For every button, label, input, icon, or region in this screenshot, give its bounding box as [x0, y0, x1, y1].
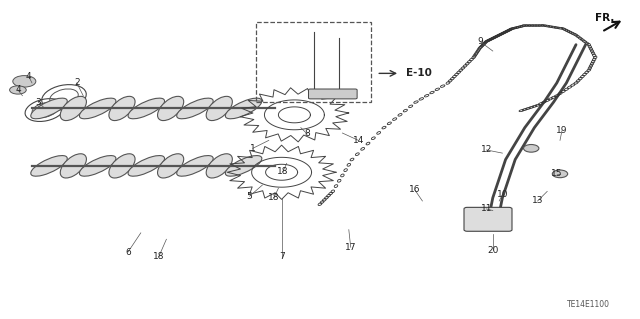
Text: 15: 15 [551, 169, 563, 178]
Text: 5: 5 [247, 192, 252, 201]
Text: 18: 18 [153, 252, 164, 261]
Ellipse shape [225, 156, 262, 176]
Ellipse shape [206, 96, 232, 121]
Text: 18: 18 [277, 167, 289, 176]
Ellipse shape [128, 156, 164, 176]
Ellipse shape [60, 154, 86, 178]
Text: 19: 19 [556, 126, 568, 135]
Circle shape [13, 76, 36, 87]
Ellipse shape [31, 156, 67, 176]
Ellipse shape [177, 156, 213, 176]
Text: 8: 8 [305, 130, 310, 138]
Text: 16: 16 [409, 185, 420, 194]
Ellipse shape [31, 98, 67, 119]
Ellipse shape [206, 154, 232, 178]
Text: 14: 14 [353, 136, 364, 145]
Circle shape [524, 145, 539, 152]
Text: TE14E1100: TE14E1100 [567, 300, 611, 309]
Text: 12: 12 [481, 145, 492, 154]
Ellipse shape [79, 156, 116, 176]
Text: 9: 9 [477, 37, 483, 46]
Text: 20: 20 [487, 246, 499, 255]
Text: 4: 4 [26, 72, 31, 81]
Text: 3: 3 [36, 98, 41, 107]
Ellipse shape [225, 98, 262, 119]
Text: 18: 18 [268, 193, 280, 202]
Ellipse shape [157, 154, 184, 178]
Text: 7: 7 [279, 252, 284, 261]
Ellipse shape [109, 96, 135, 121]
Ellipse shape [60, 96, 86, 121]
Text: 13: 13 [532, 197, 543, 205]
Ellipse shape [177, 98, 213, 119]
Text: E-10: E-10 [406, 68, 432, 78]
Ellipse shape [157, 96, 184, 121]
Text: 2: 2 [74, 78, 79, 87]
Text: 17: 17 [345, 243, 356, 252]
Text: 6: 6 [125, 248, 131, 256]
Ellipse shape [109, 154, 135, 178]
Circle shape [10, 86, 26, 94]
Text: 10: 10 [497, 190, 508, 199]
FancyBboxPatch shape [464, 207, 512, 231]
FancyBboxPatch shape [308, 89, 357, 99]
Text: 11: 11 [481, 204, 492, 213]
Text: FR.: FR. [595, 12, 614, 23]
Ellipse shape [128, 98, 164, 119]
Text: 4: 4 [15, 85, 20, 94]
Circle shape [552, 170, 568, 178]
Text: 1: 1 [250, 144, 255, 153]
Ellipse shape [79, 98, 116, 119]
